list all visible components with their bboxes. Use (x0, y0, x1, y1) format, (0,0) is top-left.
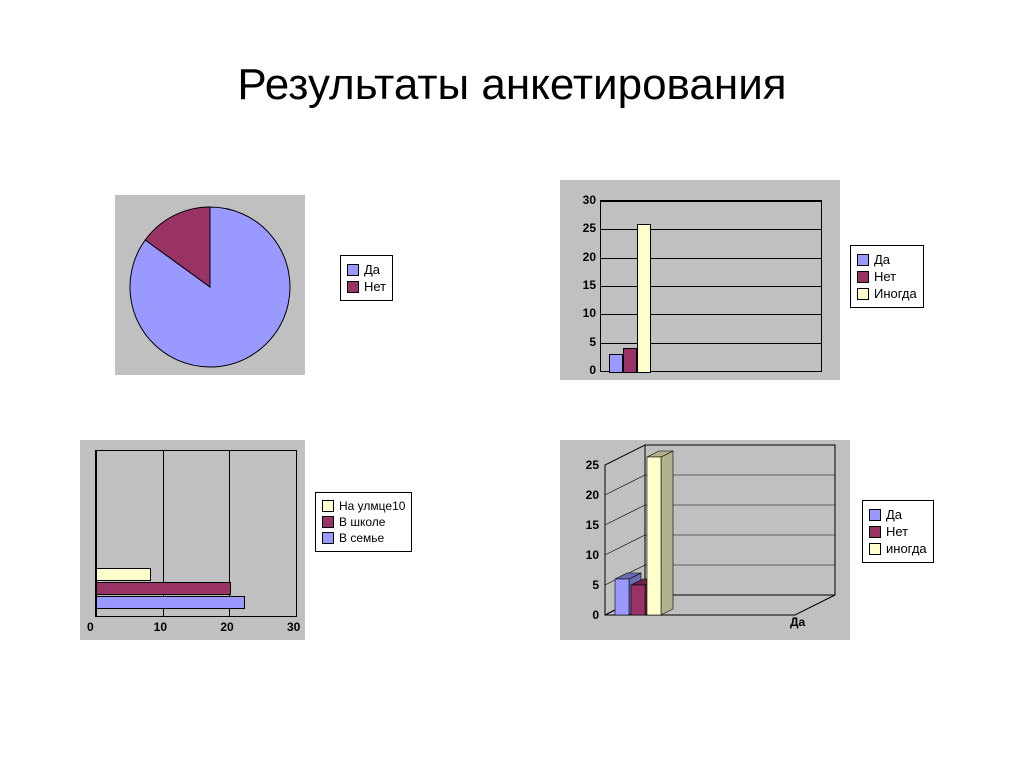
legend-swatch (869, 509, 881, 521)
legend-label: Да (364, 262, 380, 277)
legend-label: Да (886, 507, 902, 522)
slide-title: Результаты анкетирования (0, 60, 1024, 110)
svg-text:20: 20 (586, 488, 600, 502)
legend-label: В школе (339, 515, 385, 529)
bar-vert-legend: Да Нет Иногда (850, 245, 924, 308)
legend-swatch (322, 532, 334, 544)
legend-item: Да (857, 252, 917, 267)
legend-label: Нет (364, 279, 386, 294)
svg-text:15: 15 (586, 518, 600, 532)
slide: Результаты анкетирования Да Нет 0 5 10 15 20… (0, 0, 1024, 768)
legend-label: Нет (886, 524, 908, 539)
legend-swatch (347, 281, 359, 293)
svg-text:5: 5 (592, 578, 599, 592)
legend-label: иногда (886, 541, 927, 556)
legend-item: Да (347, 262, 386, 277)
legend-item: На улмце10 (322, 499, 405, 513)
legend-item: В семье (322, 531, 405, 545)
bar-vert-plot (600, 200, 822, 372)
legend-label: В семье (339, 531, 384, 545)
legend-item: Иногда (857, 286, 917, 301)
svg-text:10: 10 (586, 548, 600, 562)
legend-label: Нет (874, 269, 896, 284)
legend-item: Нет (869, 524, 927, 539)
legend-item: Нет (857, 269, 917, 284)
legend-item: Да (869, 507, 927, 522)
pie-chart-panel (115, 195, 305, 375)
legend-swatch (322, 516, 334, 528)
legend-item: иногда (869, 541, 927, 556)
legend-item: Нет (347, 279, 386, 294)
pie-legend: Да Нет (340, 255, 393, 301)
bar-horiz-plot (95, 450, 297, 617)
legend-swatch (869, 543, 881, 555)
legend-item: В школе (322, 515, 405, 529)
bar-3d-xlabel: Да (790, 615, 805, 629)
bar-3d-legend: Да Нет иногда (862, 500, 934, 563)
pie-chart (115, 195, 305, 375)
bar-3d-chart: 0 5 10 15 20 25 (560, 440, 850, 650)
legend-label: Иногда (874, 286, 917, 301)
svg-text:0: 0 (592, 608, 599, 622)
legend-swatch (857, 271, 869, 283)
legend-swatch (857, 254, 869, 266)
svg-text:25: 25 (586, 458, 600, 472)
legend-swatch (322, 500, 334, 512)
legend-swatch (869, 526, 881, 538)
legend-label: Да (874, 252, 890, 267)
legend-swatch (347, 264, 359, 276)
legend-swatch (857, 288, 869, 300)
bar-horiz-legend: На улмце10 В школе В семье (315, 492, 412, 552)
legend-label: На улмце10 (339, 499, 405, 513)
